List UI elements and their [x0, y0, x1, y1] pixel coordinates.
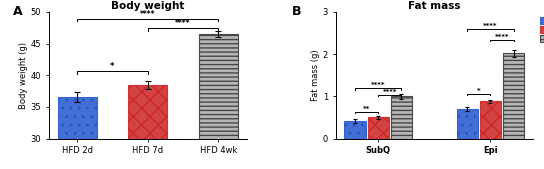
Title: Fat mass: Fat mass: [408, 1, 461, 11]
Bar: [391, 96, 412, 139]
Text: ****: ****: [140, 10, 156, 19]
Text: *: *: [477, 88, 481, 94]
Y-axis label: Fat mass (g): Fat mass (g): [311, 49, 320, 101]
Title: Body weight: Body weight: [111, 1, 184, 11]
Bar: [58, 97, 97, 169]
Text: A: A: [14, 5, 23, 18]
Text: ****: ****: [371, 82, 385, 88]
Text: ****: ****: [175, 19, 191, 28]
Bar: [199, 34, 238, 169]
Y-axis label: Body weight (g): Body weight (g): [19, 42, 28, 109]
Text: ****: ****: [483, 23, 498, 29]
Bar: [368, 117, 389, 139]
Text: ****: ****: [494, 34, 509, 40]
Bar: [457, 109, 478, 139]
Bar: [344, 121, 366, 139]
Bar: [480, 101, 501, 139]
Text: **: **: [363, 105, 370, 112]
Text: B: B: [292, 5, 301, 18]
Legend: HFD 2d, HFD 7d, HFD 4wk: HFD 2d, HFD 7d, HFD 4wk: [539, 15, 544, 44]
Text: *: *: [110, 62, 115, 71]
Bar: [128, 85, 167, 169]
Text: ****: ****: [382, 89, 397, 95]
Bar: [503, 53, 524, 139]
